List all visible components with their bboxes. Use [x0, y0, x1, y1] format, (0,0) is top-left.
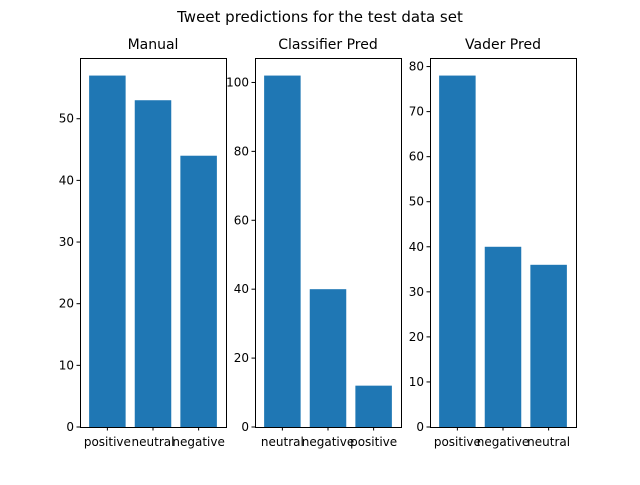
subplot-title-vader-pred: Vader Pred: [465, 37, 541, 53]
bar-vader-pred-neutral: [530, 264, 567, 427]
x-tick-label-classifier-pred-negative: negative: [302, 435, 354, 449]
y-tick-label-vader-pred: 70: [409, 105, 424, 119]
x-tick-label-vader-pred-negative: negative: [477, 435, 529, 449]
bar-manual-positive: [89, 75, 126, 428]
subplot-vader-pred: Vader Pred 0 10 20 30 40 50 60 70 80 positivenegat…: [409, 37, 577, 449]
x-tick-label-manual-positive: positive: [84, 435, 131, 449]
y-tick-label-classifier-pred: 100: [226, 75, 249, 89]
y-tick-label-manual: 20: [59, 297, 74, 311]
y-tick-label-classifier-pred: 0: [241, 420, 249, 434]
y-tick-label-vader-pred: 40: [409, 240, 424, 254]
bar-vader-pred-negative: [484, 246, 522, 427]
y-tick-label-vader-pred: 30: [409, 285, 424, 299]
bar-classifier-pred-neutral: [264, 75, 301, 428]
y-tick-label-vader-pred: 0: [416, 420, 424, 434]
y-tick-label-manual: 40: [59, 173, 74, 187]
y-tick-label-manual: 10: [59, 358, 74, 372]
x-tick-label-classifier-pred-positive: positive: [350, 435, 397, 449]
y-tick-label-vader-pred: 10: [409, 375, 424, 389]
x-tick-label-manual-neutral: neutral: [132, 435, 175, 449]
x-tick-label-manual-negative: negative: [172, 435, 224, 449]
y-tick-label-vader-pred: 20: [409, 330, 424, 344]
y-tick-label-vader-pred: 50: [409, 195, 424, 209]
y-tick-label-vader-pred: 80: [409, 60, 424, 74]
bar-manual-neutral: [134, 100, 172, 427]
bar-classifier-pred-positive: [355, 385, 392, 427]
x-tick-label-vader-pred-neutral: neutral: [527, 435, 570, 449]
x-tick-label-classifier-pred-neutral: neutral: [261, 435, 304, 449]
y-tick-label-manual: 0: [66, 420, 74, 434]
bar-manual-negative: [180, 155, 217, 427]
bar-classifier-pred-negative: [309, 289, 347, 427]
y-tick-label-classifier-pred: 80: [234, 144, 249, 158]
y-tick-label-vader-pred: 60: [409, 150, 424, 164]
bar-vader-pred-positive: [439, 75, 476, 428]
y-tick-label-classifier-pred: 60: [234, 213, 249, 227]
subplot-classifier-pred: Classifier Pred 0 20 40 60 80 100 neutralnegati…: [226, 37, 402, 449]
y-tick-label-manual: 30: [59, 235, 74, 249]
figure-title: Tweet predictions for the test data set: [176, 8, 463, 26]
y-tick-label-classifier-pred: 20: [234, 351, 249, 365]
y-tick-label-manual: 50: [59, 112, 74, 126]
subplot-title-classifier-pred: Classifier Pred: [278, 37, 378, 53]
y-tick-label-classifier-pred: 40: [234, 282, 249, 296]
subplot-title-manual: Manual: [128, 37, 179, 53]
x-tick-label-vader-pred-positive: positive: [434, 435, 481, 449]
